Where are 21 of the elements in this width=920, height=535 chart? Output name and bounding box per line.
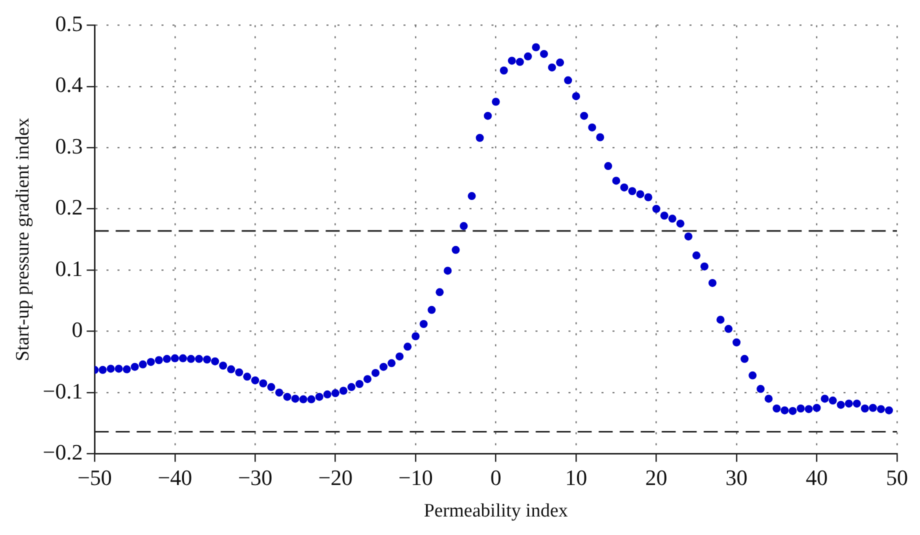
- y-tick-label: 0.2: [55, 194, 83, 220]
- x-tick-label: 20: [645, 464, 668, 490]
- x-tick-label: −20: [318, 464, 353, 490]
- x-tick-label: 40: [806, 464, 828, 490]
- y-axis-title: Start-up pressure gradient index: [12, 117, 34, 362]
- x-tick-label: 50: [886, 464, 908, 490]
- y-tick-label: 0.1: [55, 256, 83, 281]
- y-tick-label: 0.5: [55, 10, 83, 36]
- x-tick-label: 30: [726, 464, 748, 490]
- y-tick-label: −0.2: [42, 440, 83, 465]
- y-tick-label: −0.1: [42, 378, 83, 404]
- x-tick-label: 10: [565, 464, 588, 490]
- y-tick-label: 0.3: [55, 133, 83, 158]
- x-axis-title: Permeability index: [424, 500, 568, 522]
- y-tick-label: 0: [72, 317, 83, 342]
- x-tick-label: −10: [398, 464, 433, 490]
- x-tick-label: −50: [77, 464, 112, 490]
- x-tick-label: −40: [158, 464, 192, 490]
- x-tick-label: −30: [238, 464, 272, 490]
- y-tick-label: 0.4: [55, 72, 83, 98]
- x-tick-label: 0: [490, 464, 502, 490]
